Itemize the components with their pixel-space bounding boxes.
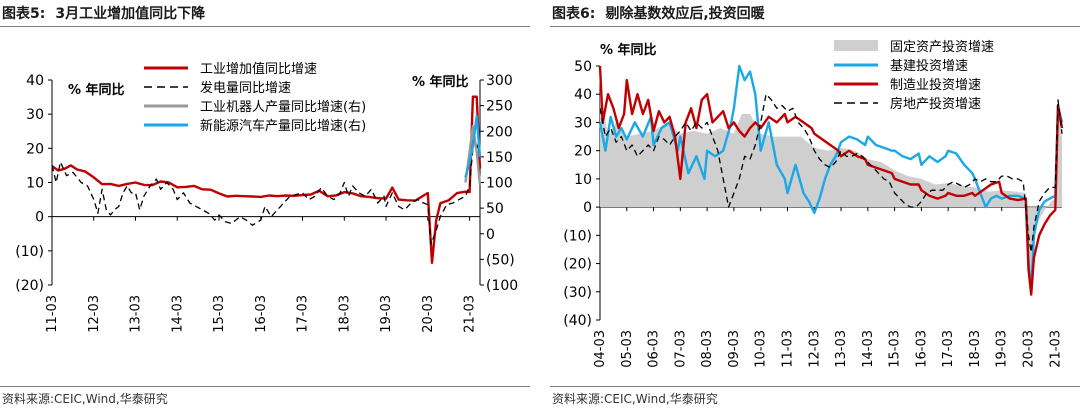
y2-tick-label: 0 (486, 227, 495, 243)
legend-label: 工业增加值同比增速 (200, 61, 317, 77)
series-line-1-2 (598, 65, 1064, 296)
y-tick-label: (30) (563, 285, 592, 301)
x-tick-label: 14-03 (170, 295, 185, 333)
x-tick-label: 17-03 (941, 330, 956, 368)
y-tick-label: 20 (26, 141, 44, 157)
x-tick-label: 09-03 (727, 330, 742, 368)
series-area-fixed-asset (600, 85, 1062, 275)
x-tick-label: 15-03 (888, 330, 903, 368)
chart-title-bar: 图表6: 剔除基数效应后,投资回暖 (550, 0, 1080, 27)
chart-title: 图表6: 剔除基数效应后,投资回暖 (552, 3, 765, 23)
x-tick-label: 19-03 (995, 330, 1010, 368)
y-axis-label: % 年同比 (600, 42, 657, 58)
source-note: 资料来源:CEIC,Wind,华泰研究 (2, 392, 168, 406)
y-tick-label: 0 (583, 200, 592, 216)
x-tick-label: 20-03 (421, 295, 436, 333)
figure-label: 图表6: (552, 6, 596, 22)
y2-tick-label: 300 (486, 73, 513, 89)
x-tick-label: 17-03 (296, 295, 311, 333)
chart-title-text: 剔除基数效应后,投资回暖 (605, 6, 765, 22)
series-line-1-1 (598, 64, 1064, 293)
series-line-0-2 (464, 124, 482, 186)
x-tick-label: 16-03 (914, 330, 929, 368)
x-tick-label: 19-03 (379, 295, 394, 333)
x-tick-label: 16-03 (254, 295, 269, 333)
y-tick-label: 50 (574, 59, 592, 75)
x-tick-label: 05-03 (620, 330, 635, 368)
chart-left-svg: 403020100(10)(20)300250200150100500(50)(… (15, 61, 518, 333)
source-note: 资料来源:CEIC,Wind,华泰研究 (552, 392, 718, 406)
y-tick-label: (10) (563, 228, 592, 244)
chart-panel-right: 图表6: 剔除基数效应后,投资回暖 50 40 30 20 10 0 (10) (20) (30)… (550, 0, 1080, 410)
chart-title-text: 3月工业增加值同比下降 (55, 6, 206, 22)
x-tick-label: 12-03 (807, 330, 822, 368)
y-tick-label: 20 (574, 144, 592, 160)
y-tick-label: (10) (15, 244, 44, 260)
legend-label: 工业机器人产量同比增速(右) (200, 100, 366, 115)
y2-tick-label: 100 (486, 176, 513, 192)
figure-label: 图表5: (2, 6, 46, 22)
x-tick-label: 11-03 (780, 330, 795, 368)
x-tick-label: 11-03 (45, 295, 60, 333)
series-line-1-3 (599, 93, 1063, 253)
source-bar: 资料来源:CEIC,Wind,华泰研究 (550, 386, 1080, 406)
legend-label: 基建投资增速 (890, 58, 968, 74)
x-tick-label: 14-03 (861, 330, 876, 368)
x-tick-label: 07-03 (673, 330, 688, 368)
y2-tick-label: 250 (486, 99, 513, 115)
x-tick-label: 06-03 (647, 330, 662, 368)
y2-tick-label: (100 (486, 278, 518, 294)
y-tick-label: 0 (35, 210, 44, 226)
series-line-0-1 (51, 144, 481, 245)
x-tick-label: 13-03 (129, 295, 144, 333)
legend-label: 制造业投资增速 (890, 77, 981, 93)
chart-right-svg: 50 40 30 20 10 0 (10) (20) (30) (40)04-03 05-03 06-… (563, 39, 1064, 368)
chart-title-bar: 图表5: 3月工业增加值同比下降 (0, 0, 530, 27)
y2-tick-label: 150 (486, 150, 513, 166)
x-tick-label: 15-03 (212, 295, 227, 333)
source-bar: 资料来源:CEIC,Wind,华泰研究 (0, 386, 530, 406)
chart-panel-left: 图表5: 3月工业增加值同比下降 40 30 20 10 0 (10) (20) 300 250 2… (0, 0, 530, 410)
legend-label: 新能源汽车产量同比增速(右) (200, 118, 366, 134)
x-tick-label: 18-03 (968, 330, 983, 368)
x-tick-label: 20-03 (1022, 330, 1037, 368)
x-tick-label: 12-03 (87, 295, 102, 333)
y-axis-label: % 年同比 (68, 82, 125, 98)
y2-tick-label: 200 (486, 124, 513, 140)
y2-axis-label: % 年同比 (412, 74, 469, 90)
y2-tick-label: (50) (486, 252, 515, 268)
x-tick-label: 13-03 (834, 330, 849, 368)
x-tick-label: 21-03 (1048, 330, 1063, 368)
y-tick-label: 40 (26, 73, 44, 89)
chart-title: 图表5: 3月工业增加值同比下降 (2, 3, 205, 23)
y-tick-label: (20) (563, 257, 592, 273)
series-line-0-3 (464, 114, 482, 178)
legend-swatch (834, 40, 878, 51)
legend-label: 房地产投资增速 (890, 96, 981, 112)
y-tick-label: 10 (26, 176, 44, 192)
y-tick-label: 10 (574, 172, 592, 188)
series-line-0-0 (51, 95, 482, 264)
x-tick-label: 08-03 (700, 330, 715, 368)
y-tick-label: 30 (574, 115, 592, 131)
y-tick-label: 40 (574, 87, 592, 103)
y-tick-label: (40) (563, 313, 592, 329)
y-tick-label: (20) (15, 278, 44, 294)
legend-label: 固定资产投资增速 (890, 39, 994, 55)
x-tick-label: 21-03 (463, 295, 478, 333)
y2-tick-label: 50 (486, 201, 504, 217)
x-tick-label: 18-03 (337, 295, 352, 333)
y-tick-label: 30 (26, 107, 44, 123)
x-tick-label: 10-03 (754, 330, 769, 368)
x-tick-label: 04-03 (593, 330, 608, 368)
legend-label: 发电量同比增速 (200, 80, 291, 96)
